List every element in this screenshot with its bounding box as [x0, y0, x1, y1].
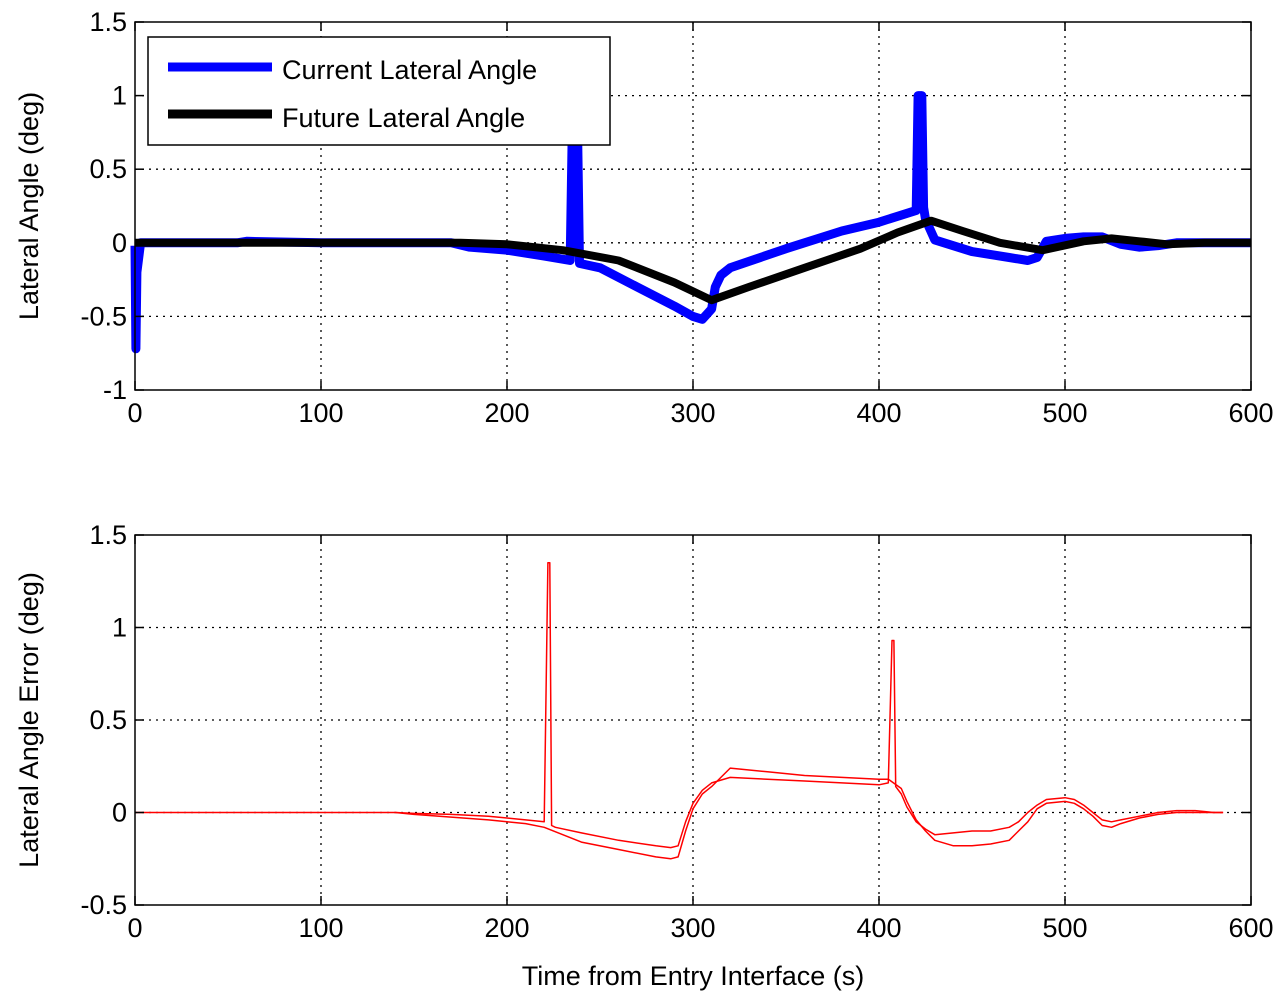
x-tick-label: 400	[856, 398, 901, 428]
x-tick-label: 0	[127, 398, 142, 428]
lateral-angle-error-plot: 0 100 200 300 400 500 600-0.500.511.5 Lateral …	[14, 520, 1274, 991]
y-axis-label: Lateral Angle (deg)	[14, 92, 44, 320]
x-tick-label: 300	[670, 398, 715, 428]
series-layer	[135, 562, 1224, 860]
y-tick-label: 1	[112, 613, 127, 643]
x-tick-label: 600	[1228, 398, 1273, 428]
y-tick-label: -0.5	[80, 890, 127, 920]
grid	[135, 22, 1251, 390]
x-tick-label: 500	[1042, 913, 1087, 943]
series-line-error-0	[135, 562, 1224, 849]
x-tick-label: 200	[484, 913, 529, 943]
tick-layer: 0 100 200 300 400 500 600-0.500.511.5	[80, 520, 1273, 943]
y-tick-label: 0.5	[89, 154, 127, 184]
lateral-angle-plot: 0 100 200 300 400 500 600 -1 -0.5 0 0.5 1 1.5 Latera…	[14, 7, 1274, 428]
y-tick-label: -0.5	[80, 301, 127, 331]
x-tick-label: 600	[1228, 913, 1273, 943]
legend-label-current: Current Lateral Angle	[282, 55, 537, 85]
tick-layer: 0 100 200 300 400 500 600 -1 -0.5 0 0.5 1 1.5	[80, 7, 1273, 428]
series-line-error-1	[395, 767, 1224, 860]
x-tick-label: 200	[484, 398, 529, 428]
y-tick-label: 0.5	[89, 705, 127, 735]
x-axis-label: Time from Entry Interface (s)	[522, 961, 865, 991]
x-tick-label: 500	[1042, 398, 1087, 428]
x-tick-label: 100	[298, 913, 343, 943]
y-tick-label: 1	[112, 81, 127, 111]
y-tick-label: 1.5	[89, 520, 127, 550]
legend: Current Lateral Angle Future Lateral Ang…	[147, 36, 611, 146]
x-tick-label: 300	[670, 913, 715, 943]
series-layer	[130, 91, 1251, 354]
x-tick-label: 100	[298, 398, 343, 428]
y-tick-label: 0	[112, 228, 127, 258]
y-tick-label: -1	[103, 375, 127, 405]
legend-label-future: Future Lateral Angle	[282, 103, 525, 133]
legend-box	[147, 36, 611, 146]
y-tick-label: 0	[112, 798, 127, 828]
series-line-future-lateral-angle	[135, 216, 1251, 305]
x-tick-label: 400	[856, 913, 901, 943]
x-tick-label: 0	[127, 913, 142, 943]
grid	[135, 535, 1251, 905]
y-axis-label: Lateral Angle Error (deg)	[14, 572, 44, 868]
y-tick-label: 1.5	[89, 7, 127, 37]
plot-area	[135, 535, 1251, 905]
series-line-current-lateral-angle	[130, 91, 1251, 354]
